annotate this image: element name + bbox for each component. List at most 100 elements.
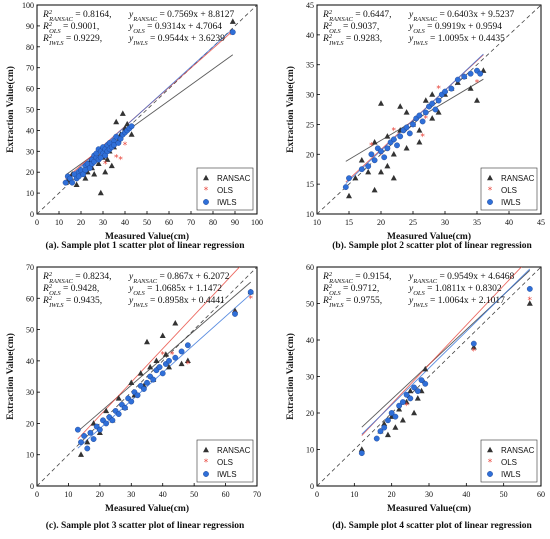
x-tick-label: 60 — [165, 218, 173, 227]
iwls-point — [109, 417, 116, 424]
iwls-point — [414, 388, 421, 394]
iwls-point — [403, 391, 410, 398]
ols-point: * — [228, 30, 233, 40]
ransac-point — [137, 370, 144, 376]
iwls-point — [385, 417, 391, 424]
ransac-point — [97, 189, 104, 196]
equation-r2-0: R2 RANSAC = 0.6447, — [322, 9, 392, 23]
y-tick-label: 60 — [26, 85, 34, 94]
x-tick-label: 10 — [64, 490, 72, 499]
x-tick-label: 60 — [537, 490, 545, 499]
ransac-point — [229, 18, 236, 24]
ransac-point — [159, 332, 166, 339]
x-tick-label: 0 — [315, 490, 319, 499]
iwls-point — [442, 88, 448, 95]
equation-r2-2: R2 IWLS = 0.9283, — [322, 33, 382, 47]
iwls-point — [84, 445, 91, 452]
iwls-point — [365, 163, 372, 170]
legend-marker-ransac — [487, 446, 493, 453]
iwls-point — [358, 450, 365, 457]
ransac-point — [435, 109, 442, 115]
iwls-point — [128, 123, 135, 130]
ransac-point — [467, 85, 474, 91]
y-tick-label: 30 — [26, 147, 34, 156]
ransac-point — [365, 168, 372, 175]
y-tick-label: 10 — [306, 446, 314, 455]
ols-point: * — [186, 360, 191, 370]
equation-fit-0: yRANSAC = 0.7569x + 8.8127 — [128, 10, 235, 23]
ols-point: * — [379, 150, 384, 160]
x-tick-label: 50 — [143, 218, 151, 227]
chart-panel-2: 10 15 20 25 30 35 40 451015202530354045*******R… — [285, 1, 545, 251]
x-tick-label: 10 — [55, 218, 63, 227]
ransac-point — [474, 97, 480, 103]
ransac-point — [422, 97, 429, 103]
ransac-point — [352, 174, 359, 181]
equation-r2-1: R2 OLS = 0.9001, — [42, 21, 99, 35]
ransac-point — [396, 406, 403, 412]
panel-caption: (a). Sample plot 1 scatter plot of linea… — [45, 240, 245, 251]
ransac-point — [416, 127, 423, 133]
ransac-point — [384, 133, 391, 139]
y-tick-label: 25 — [306, 120, 314, 129]
equation-fit-0: yRANSAC = 0.9549x + 4.6468 — [408, 272, 515, 285]
iwls-point — [416, 112, 423, 119]
iwls-point — [390, 136, 397, 143]
ransac-point — [346, 192, 352, 199]
legend-marker-iwls — [203, 199, 209, 205]
ols-point: * — [475, 79, 480, 89]
x-tick-label: 0 — [35, 218, 39, 227]
ransac-point — [390, 150, 397, 157]
iwls-point — [477, 70, 484, 77]
y-tick-label: 50 — [26, 326, 34, 335]
ols-point: * — [404, 402, 409, 412]
x-tick-label: 90 — [231, 218, 239, 227]
iwls-point — [144, 379, 150, 386]
equation-r2-2: R2 IWLS = 0.9229, — [42, 33, 102, 47]
legend-marker-iwls — [203, 471, 209, 477]
y-tick-label: 40 — [306, 336, 314, 345]
ols-point: * — [528, 296, 533, 306]
x-tick-label: 80 — [209, 218, 217, 227]
x-tick-label: 50 — [190, 490, 198, 499]
y-tick-label: 20 — [306, 150, 314, 159]
y-tick-label: 15 — [306, 180, 314, 189]
x-tick-label: 40 — [121, 218, 129, 227]
x-tick-label: 70 — [187, 218, 195, 227]
legend-label: OLS — [217, 186, 233, 195]
y-tick-label: 30 — [306, 91, 314, 100]
chart-panel-1: 0 10 20 30 40 50 60 70 80 90 100 0 10 20 30 40 50 60 70 80 9… — [5, 1, 263, 251]
ols-point: * — [123, 141, 128, 151]
legend: RANSAC * OLS IWLS — [480, 167, 538, 211]
ransac-point — [82, 175, 89, 181]
ols-point: * — [369, 141, 374, 151]
legend-label: OLS — [501, 458, 517, 467]
iwls-point — [166, 357, 172, 364]
iwls-point — [178, 348, 185, 355]
ransac-point — [371, 139, 378, 145]
iwls-point — [81, 433, 88, 439]
iwls-point — [399, 399, 406, 405]
x-tick-label: 20 — [388, 490, 396, 499]
x-tick-label: 25 — [409, 218, 417, 227]
equation-fit-1: yOLS = 0.9919x + 0.9594 — [408, 22, 502, 35]
x-tick-label: 30 — [99, 218, 107, 227]
iwls-point — [74, 426, 81, 433]
y-tick-label: 20 — [306, 409, 314, 418]
y-tick-label: 0 — [310, 482, 314, 491]
y-tick-label: 10 — [26, 451, 34, 460]
ransac-point — [378, 100, 384, 106]
y-tick-label: 20 — [26, 419, 34, 428]
iwls-point — [159, 370, 166, 377]
ransac-point — [178, 360, 185, 367]
y-tick-label: 40 — [26, 126, 34, 135]
equation-r2-2: R2 IWLS = 0.9435, — [42, 295, 102, 309]
ransac-point — [403, 145, 410, 151]
legend-label: OLS — [217, 458, 233, 467]
x-tick-label: 100 — [251, 218, 263, 227]
legend-marker-ransac — [487, 174, 493, 181]
ransac-point — [124, 120, 131, 127]
panel-caption: (d). Sample plot 4 scatter plot of linea… — [332, 520, 532, 531]
ols-fit-line — [77, 267, 241, 440]
ransac-point — [358, 156, 365, 163]
